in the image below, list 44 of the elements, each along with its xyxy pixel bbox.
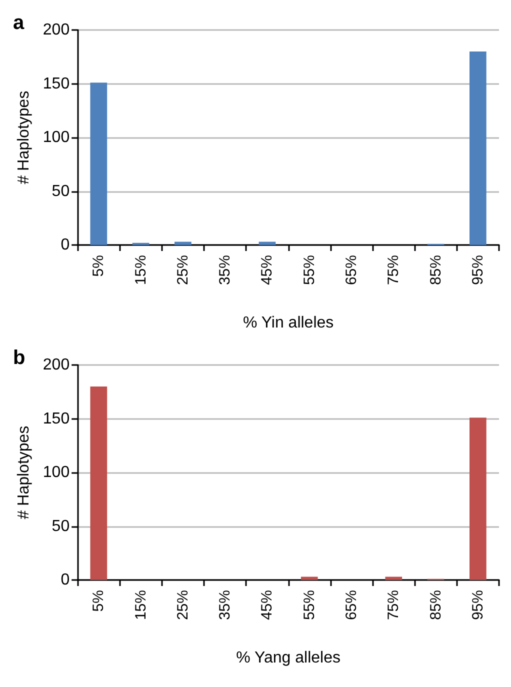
bar	[470, 418, 486, 580]
bar	[90, 82, 108, 245]
bar	[90, 386, 108, 580]
y-tick-label: 50	[52, 182, 70, 200]
x-tick-label: 35%	[216, 255, 234, 286]
x-tick-label: 95%	[469, 255, 486, 286]
y-tick-label: 150	[42, 410, 70, 428]
x-tick-label: 5%	[90, 255, 108, 277]
x-tick-label: 75%	[385, 590, 402, 620]
x-tick-label: 95%	[469, 590, 486, 620]
y-tick-label: 0	[60, 572, 70, 588]
y-tick-label: 50	[52, 518, 70, 535]
chart-title: b	[13, 347, 26, 369]
y-tick-label: 200	[42, 22, 70, 38]
bar	[174, 242, 192, 245]
chart-title: a	[13, 12, 25, 34]
x-tick-label: 45%	[258, 590, 276, 620]
x-tick-label: 75%	[385, 255, 402, 286]
x-tick-label: 15%	[132, 590, 150, 620]
y-tick-label: 200	[42, 356, 70, 374]
x-tick-label: 25%	[174, 590, 192, 620]
x-tick-label: 85%	[427, 255, 444, 286]
x-tick-label: 5%	[90, 590, 108, 612]
x-tick-label: 85%	[427, 590, 444, 620]
bar	[470, 52, 486, 245]
y-tick-label: 0	[60, 236, 70, 254]
y-tick-label: 150	[42, 75, 70, 92]
bar	[258, 242, 276, 245]
y-tick-label: 100	[42, 464, 70, 481]
bar	[300, 576, 318, 580]
x-tick-label: 55%	[300, 255, 318, 286]
y-axis-title: # Haplotypes	[16, 426, 32, 520]
x-tick-label: 35%	[216, 590, 234, 620]
y-tick-label: 100	[42, 129, 70, 146]
y-axis-title: # Haplotypes	[16, 90, 32, 184]
x-tick-label: 25%	[174, 255, 192, 286]
bar	[385, 576, 402, 580]
x-axis-title: % Yin alleles	[242, 314, 334, 332]
x-tick-label: 65%	[343, 590, 360, 620]
x-tick-label: 65%	[343, 255, 360, 286]
x-tick-label: 15%	[132, 255, 150, 286]
x-tick-label: 55%	[300, 590, 318, 620]
x-tick-label: 45%	[258, 255, 276, 286]
x-axis-title: % Yang alleles	[236, 650, 340, 666]
